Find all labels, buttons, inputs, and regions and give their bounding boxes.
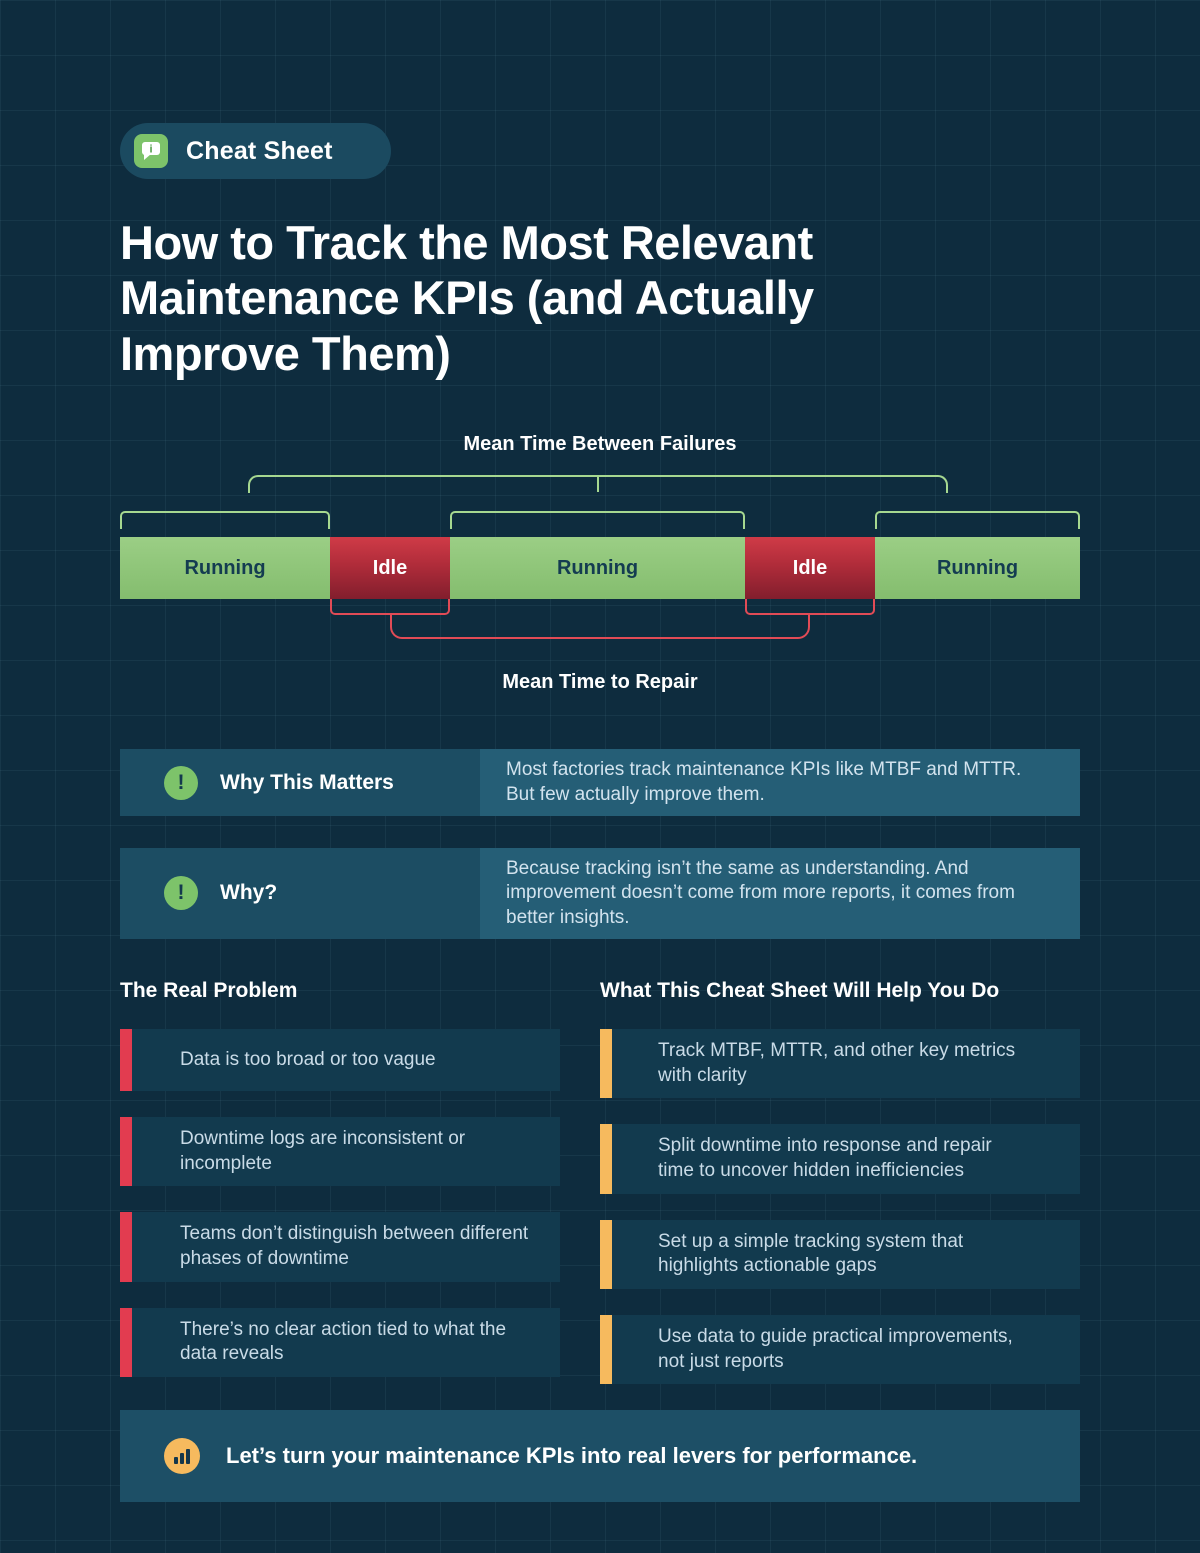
problem-item: Downtime logs are inconsistent or incomp… bbox=[120, 1116, 560, 1187]
segment-label: Idle bbox=[372, 556, 408, 579]
red-accent-bar bbox=[120, 1307, 132, 1378]
problem-item: Data is too broad or too vague bbox=[120, 1028, 560, 1091]
segment-label: Running bbox=[936, 556, 1019, 579]
problem-text: Data is too broad or too vague bbox=[180, 1048, 436, 1070]
callout-text-content: Most factories track maintenance KPIs li… bbox=[506, 759, 1022, 805]
yellow-accent-bar bbox=[600, 1028, 612, 1099]
two-column-lists: The Real Problem Data is too broad or to… bbox=[120, 979, 1080, 1385]
machine-state-bar: Running Idle Running Idle Running bbox=[120, 537, 1080, 600]
red-accent-bar bbox=[120, 1116, 132, 1187]
problem-text: Teams don’t distinguish between differen… bbox=[180, 1223, 529, 1269]
problem-text: Downtime logs are inconsistent or incomp… bbox=[180, 1127, 466, 1174]
info-speech-bubble-icon: i bbox=[134, 134, 168, 168]
mtbf-bracket-tick bbox=[597, 475, 599, 493]
segment-running-1: Running bbox=[120, 537, 330, 600]
help-column: What This Cheat Sheet Will Help You Do T… bbox=[600, 979, 1080, 1385]
downtime-bracket-2 bbox=[745, 599, 875, 616]
callout-text-content: Because tracking isn’t the same as under… bbox=[506, 857, 1015, 928]
help-text: Set up a simple tracking system that hig… bbox=[658, 1230, 964, 1277]
cheat-sheet-badge: i Cheat Sheet bbox=[120, 123, 391, 179]
badge-label: Cheat Sheet bbox=[186, 136, 333, 165]
problems-heading: The Real Problem bbox=[120, 978, 298, 1002]
problem-item: Teams don’t distinguish between differen… bbox=[120, 1212, 560, 1282]
segment-idle-2: Idle bbox=[745, 537, 875, 600]
yellow-accent-bar bbox=[600, 1315, 612, 1385]
bar-chart-icon bbox=[164, 1438, 200, 1475]
red-accent-bar bbox=[120, 1212, 132, 1282]
uptime-bracket-1 bbox=[120, 511, 330, 530]
yellow-accent-bar bbox=[600, 1124, 612, 1194]
segment-running-2: Running bbox=[450, 537, 745, 600]
segment-label: Idle bbox=[792, 556, 828, 579]
segment-idle-1: Idle bbox=[330, 537, 450, 600]
red-accent-bar bbox=[120, 1028, 132, 1091]
mtbf-label: Mean Time Between Failures bbox=[463, 433, 737, 456]
footer-cta: Let’s turn your maintenance KPIs into re… bbox=[120, 1410, 1080, 1503]
callout-title: Why? bbox=[220, 881, 278, 905]
callout-title-panel: ! Why? bbox=[120, 847, 480, 939]
page-title: How to Track the Most Relevant Maintenan… bbox=[120, 216, 814, 380]
callout-text: Most factories track maintenance KPIs li… bbox=[480, 749, 1080, 816]
callout-why: ! Why? Because tracking isn’t the same a… bbox=[120, 847, 1080, 939]
help-text: Split downtime into response and repair … bbox=[658, 1135, 992, 1181]
uptime-bracket-2 bbox=[450, 511, 745, 530]
segment-label: Running bbox=[184, 556, 266, 579]
segment-label: Running bbox=[556, 556, 639, 579]
mttr-label: Mean Time to Repair bbox=[502, 671, 698, 694]
callout-why-this-matters: ! Why This Matters Most factories track … bbox=[120, 749, 1080, 816]
problem-text: There’s no clear action tied to what the… bbox=[180, 1318, 507, 1365]
problem-item: There’s no clear action tied to what the… bbox=[120, 1307, 560, 1378]
help-item: Track MTBF, MTTR, and other key metrics … bbox=[600, 1028, 1080, 1099]
uptime-bracket-3 bbox=[875, 511, 1080, 530]
callout-title-panel: ! Why This Matters bbox=[120, 749, 480, 816]
help-item: Use data to guide practical improvements… bbox=[600, 1315, 1080, 1385]
callout-text: Because tracking isn’t the same as under… bbox=[480, 847, 1080, 939]
segment-running-3: Running bbox=[875, 537, 1080, 600]
downtime-bracket-1 bbox=[330, 599, 450, 616]
exclamation-icon: ! bbox=[164, 876, 198, 911]
help-heading: What This Cheat Sheet Will Help You Do bbox=[600, 978, 1000, 1002]
help-item: Split downtime into response and repair … bbox=[600, 1124, 1080, 1194]
kpi-timeline-diagram: Mean Time Between Failures Running Idle … bbox=[120, 433, 1080, 701]
mttr-bracket bbox=[390, 615, 810, 640]
callouts: ! Why This Matters Most factories track … bbox=[120, 749, 1080, 939]
callout-title: Why This Matters bbox=[220, 770, 394, 794]
problems-column: The Real Problem Data is too broad or to… bbox=[120, 979, 560, 1385]
footer-text: Let’s turn your maintenance KPIs into re… bbox=[226, 1443, 918, 1469]
info-glyph: i bbox=[149, 144, 152, 156]
exclamation-icon: ! bbox=[164, 765, 198, 800]
help-text: Track MTBF, MTTR, and other key metrics … bbox=[658, 1039, 1016, 1086]
yellow-accent-bar bbox=[600, 1219, 612, 1290]
help-text: Use data to guide practical improvements… bbox=[658, 1326, 1013, 1372]
help-item: Set up a simple tracking system that hig… bbox=[600, 1219, 1080, 1290]
